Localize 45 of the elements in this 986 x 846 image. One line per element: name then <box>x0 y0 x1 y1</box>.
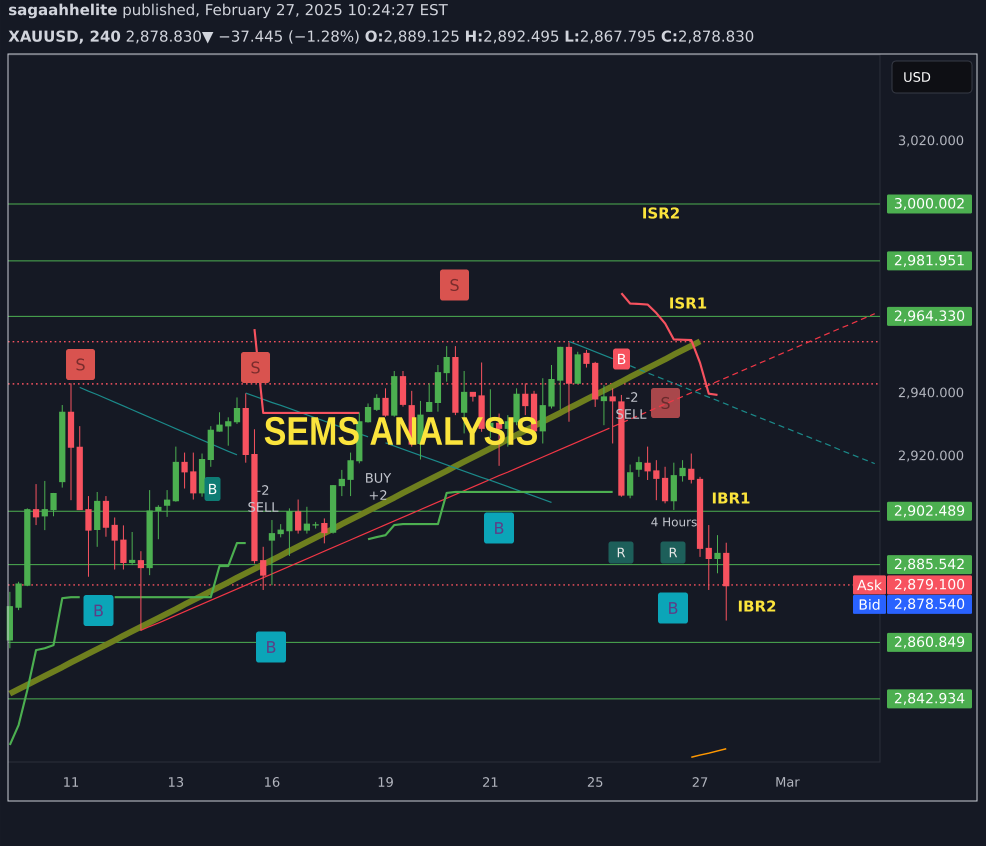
y-tick-label: 3,020.000 <box>898 135 964 147</box>
annotation: S <box>661 396 670 410</box>
annotation: IBR1 <box>712 492 750 504</box>
annotation: ISR1 <box>670 297 706 309</box>
annotation: -2 <box>626 392 638 402</box>
annotation: +2 <box>370 490 386 500</box>
annotation: ISR2 <box>643 207 679 219</box>
annotation: 4 Hours <box>651 518 697 526</box>
ref-line-label: 2,981.951 <box>894 254 964 267</box>
ref-line-label: 2,879.100 <box>894 578 964 591</box>
annotation: B <box>209 484 216 494</box>
ref-line-label: 3,000.002 <box>894 198 964 210</box>
x-tick-label: 11 <box>64 777 78 787</box>
chart-title: sagaahhelite published, February 27, 2025 10:24:27 EST <box>9 4 448 18</box>
annotation: B <box>669 602 678 614</box>
annotation: B <box>495 522 504 534</box>
y-tick-label: 2,940.000 <box>898 387 964 399</box>
x-tick-label: 25 <box>588 777 602 787</box>
annotation: S <box>251 361 260 374</box>
x-tick-label: 27 <box>692 777 708 787</box>
annotation: IBR2 <box>738 600 776 612</box>
ref-line-label: 2,860.849 <box>894 636 964 648</box>
x-tick-label: 13 <box>168 777 184 787</box>
annotation: B <box>267 641 276 653</box>
annotation: Bid <box>860 599 880 610</box>
text: 2,878.540 <box>894 598 964 610</box>
annotation: BUY <box>366 473 392 483</box>
y-tick-label: 2,920.000 <box>898 450 964 462</box>
ref-line-label: 2,842.934 <box>894 692 964 705</box>
text: USD <box>904 72 930 82</box>
ref-line-label: 2,964.330 <box>894 310 964 322</box>
x-tick-label: 16 <box>265 777 280 787</box>
x-tick-label: 19 <box>378 777 393 787</box>
annotation: B <box>618 354 626 364</box>
annotation: R <box>670 548 678 558</box>
ref-line-label: 2,902.489 <box>894 505 964 518</box>
x-tick-label: Mar <box>776 777 800 787</box>
annotation: R <box>618 548 626 558</box>
ref-line-label: 2,885.542 <box>894 558 964 571</box>
annotation: S <box>450 278 459 292</box>
text: XAUUSD, 240 2,878.830▼ −37.445 (−1.28%) O:2,889.125 H:2,892.495 L:2,867.795 C:2,878.830 <box>8 30 754 44</box>
annotation: Ask <box>857 580 882 590</box>
annotation: B <box>94 604 103 616</box>
x-tick-label: 21 <box>483 777 498 787</box>
annotation: S <box>76 358 85 371</box>
